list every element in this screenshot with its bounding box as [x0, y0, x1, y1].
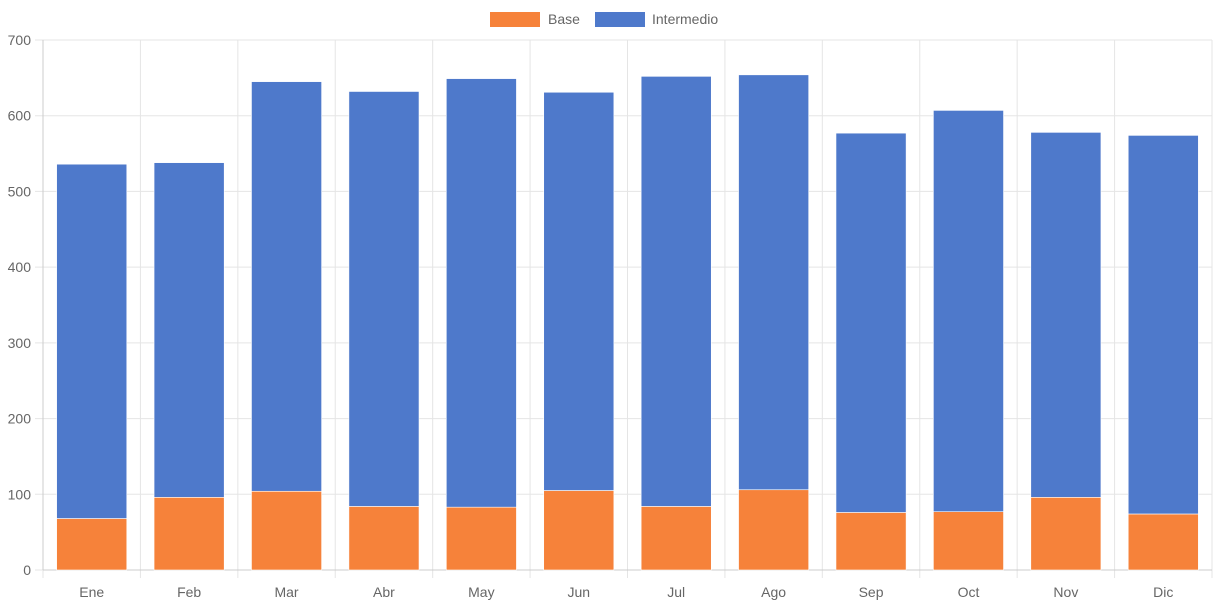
bar-intermedio-sep[interactable] — [835, 132, 907, 513]
y-tick-label: 0 — [23, 562, 31, 578]
legend-item-intermedio[interactable]: Intermedio — [595, 11, 718, 27]
x-tick-label: Dic — [1153, 584, 1173, 600]
x-tick-label: Nov — [1053, 584, 1078, 600]
y-tick-label: 400 — [8, 259, 32, 275]
bars — [56, 74, 1199, 571]
bar-intermedio-abr[interactable] — [348, 91, 420, 507]
bar-intermedio-feb[interactable] — [153, 162, 225, 498]
y-tick-label: 500 — [8, 183, 32, 199]
bar-intermedio-jun[interactable] — [543, 91, 615, 491]
x-tick-label: Jul — [667, 584, 685, 600]
y-tick-label: 600 — [8, 108, 32, 124]
x-tick-label: Feb — [177, 584, 201, 600]
y-tick-label: 300 — [8, 335, 32, 351]
bar-base-abr[interactable] — [348, 506, 420, 571]
bar-intermedio-nov[interactable] — [1030, 132, 1102, 498]
legend-swatch-intermedio — [595, 12, 645, 27]
bar-base-dic[interactable] — [1127, 513, 1199, 571]
x-tick-label: Abr — [373, 584, 395, 600]
x-tick-label: Oct — [958, 584, 980, 600]
x-tick-label: Ene — [79, 584, 104, 600]
bar-base-oct[interactable] — [933, 511, 1004, 571]
legend-item-base[interactable]: Base — [490, 11, 580, 27]
bar-intermedio-ago[interactable] — [738, 74, 809, 491]
bar-base-sep[interactable] — [835, 512, 907, 571]
bar-base-mar[interactable] — [251, 490, 322, 571]
bar-base-feb[interactable] — [153, 497, 225, 571]
y-tick-label: 100 — [8, 486, 32, 502]
bar-base-may[interactable] — [446, 506, 517, 571]
bar-intermedio-jul[interactable] — [640, 76, 712, 507]
x-tick-label: Mar — [274, 584, 298, 600]
y-tick-label: 200 — [8, 411, 32, 427]
legend-label-base: Base — [548, 11, 580, 27]
bar-intermedio-may[interactable] — [446, 78, 517, 508]
legend-swatch-base — [490, 12, 540, 27]
gridlines — [35, 39, 1213, 578]
bar-intermedio-ene[interactable] — [56, 163, 128, 519]
legend-label-intermedio: Intermedio — [652, 11, 718, 27]
legend: Base Intermedio — [490, 11, 718, 27]
x-tick-label: Ago — [761, 584, 786, 600]
bar-base-jun[interactable] — [543, 490, 615, 571]
y-tick-label: 700 — [8, 32, 32, 48]
bar-base-nov[interactable] — [1030, 497, 1102, 571]
bar-intermedio-oct[interactable] — [933, 110, 1004, 512]
x-tick-label: Sep — [859, 584, 884, 600]
x-axis: Ene Feb Mar Abr May Jun Jul Ago Sep Oct Nov Dic — [43, 569, 1212, 600]
x-tick-label: May — [468, 584, 494, 600]
bar-intermedio-dic[interactable] — [1127, 135, 1199, 515]
bar-base-ago[interactable] — [738, 489, 809, 571]
bar-intermedio-mar[interactable] — [251, 81, 322, 492]
x-tick-label: Jun — [568, 584, 591, 600]
y-axis: 0 100 200 300 400 500 600 700 — [8, 32, 44, 578]
bar-base-ene[interactable] — [56, 518, 128, 571]
bar-base-jul[interactable] — [640, 506, 712, 571]
